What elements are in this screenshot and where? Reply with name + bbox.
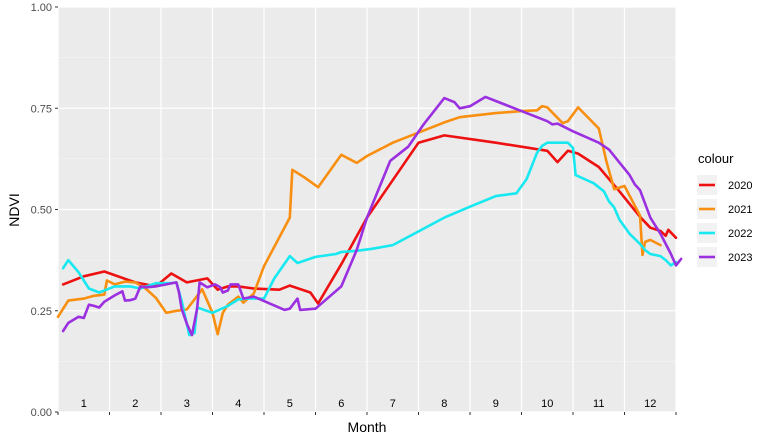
month-label: 1 — [81, 398, 87, 410]
y-tick-label: 0.50 — [31, 205, 52, 217]
legend-label-2020: 2020 — [728, 180, 752, 192]
legend-label-2022: 2022 — [728, 228, 752, 240]
series-line-2021 — [56, 104, 662, 336]
legend: colour 2020 2021 2022 2023 — [697, 151, 752, 267]
x-axis-title: Month — [348, 419, 387, 435]
y-axis-ticks: 0.00 0.25 0.50 0.75 1.00 — [31, 2, 58, 419]
month-label: 5 — [287, 398, 293, 410]
y-tick-label: 0.00 — [31, 407, 52, 419]
month-label: 8 — [441, 398, 447, 410]
series-line-2020 — [61, 134, 678, 305]
series-lines — [56, 95, 683, 337]
month-labels: 1 2 3 4 5 6 7 8 9 10 11 12 — [81, 398, 657, 410]
y-tick-label: 0.25 — [31, 306, 52, 318]
month-label: 9 — [493, 398, 499, 410]
month-label: 11 — [593, 398, 604, 410]
legend-label-2023: 2023 — [728, 252, 752, 264]
series-line-2023 — [61, 95, 683, 337]
month-label: 2 — [132, 398, 138, 410]
y-tick-label: 0.75 — [31, 103, 52, 115]
y-axis-title: NDVI — [6, 193, 22, 226]
month-label: 4 — [235, 398, 241, 410]
month-label: 7 — [390, 398, 396, 410]
month-label: 12 — [644, 398, 656, 410]
y-tick-label: 1.00 — [31, 2, 52, 14]
x-axis-ticks — [57, 412, 677, 415]
legend-title: colour — [698, 151, 734, 166]
month-label: 3 — [184, 398, 190, 410]
month-label: 6 — [338, 398, 344, 410]
month-label: 10 — [541, 398, 553, 410]
legend-label-2021: 2021 — [728, 204, 752, 216]
